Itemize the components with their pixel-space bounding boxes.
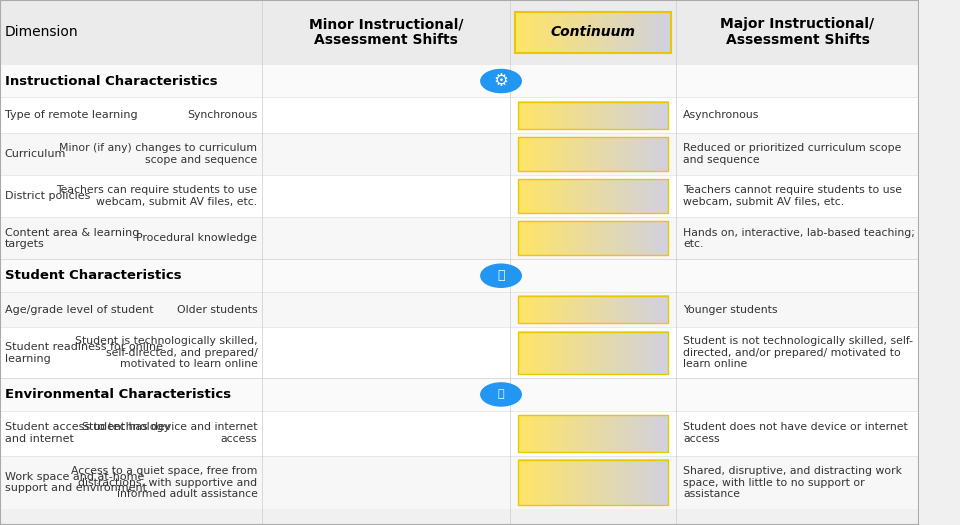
Bar [517,415,668,452]
Text: Reduced or prioritized curriculum scope
and sequence: Reduced or prioritized curriculum scope … [684,143,901,165]
Text: Student does not have device or internet
access: Student does not have device or internet… [684,423,908,444]
FancyBboxPatch shape [0,259,920,292]
Text: Student access to technology
and internet: Student access to technology and interne… [5,423,170,444]
Bar [517,332,668,374]
Text: Student has device and internet
access: Student has device and internet access [82,423,257,444]
Bar [517,222,668,255]
Bar [517,179,668,213]
FancyBboxPatch shape [0,292,920,328]
Text: Synchronous: Synchronous [187,110,257,120]
Bar [517,101,668,129]
Text: Student Characteristics: Student Characteristics [5,269,181,282]
Bar [515,12,671,53]
FancyBboxPatch shape [0,97,920,133]
Text: Major Instructional/
Assessment Shifts: Major Instructional/ Assessment Shifts [720,17,875,47]
Text: Younger students: Younger students [684,305,778,315]
Text: Student is not technologically skilled, self-
directed, and/or prepared/ motivat: Student is not technologically skilled, … [684,336,913,370]
Bar [517,137,668,171]
Text: Work space and at-home
support and environment: Work space and at-home support and envir… [5,472,147,494]
Text: Shared, disruptive, and distracting work
space, with little to no support or
ass: Shared, disruptive, and distracting work… [684,466,902,499]
Text: Instructional Characteristics: Instructional Characteristics [5,75,217,88]
Text: Hands on, interactive, lab-based teaching;
etc.: Hands on, interactive, lab-based teachin… [684,227,915,249]
Text: Procedural knowledge: Procedural knowledge [136,233,257,243]
Text: Student readiness for online
learning: Student readiness for online learning [5,342,162,364]
FancyBboxPatch shape [0,456,920,509]
Bar [517,296,668,323]
Text: Curriculum: Curriculum [5,149,66,159]
Text: Dimension: Dimension [5,25,78,39]
Text: Teachers cannot require students to use
webcam, submit AV files, etc.: Teachers cannot require students to use … [684,185,902,207]
Text: Minor (if any) changes to curriculum
scope and sequence: Minor (if any) changes to curriculum sco… [60,143,257,165]
FancyBboxPatch shape [0,411,920,456]
FancyBboxPatch shape [0,175,920,217]
Text: Access to a quiet space, free from
distractions, with supportive and
informed ad: Access to a quiet space, free from distr… [71,466,257,499]
Text: Student is technologically skilled,
self-directed, and prepared/
motivated to le: Student is technologically skilled, self… [75,336,257,370]
Text: Content area & learning
targets: Content area & learning targets [5,227,139,249]
FancyBboxPatch shape [0,133,920,175]
Text: Asynchronous: Asynchronous [684,110,759,120]
Text: Environmental Characteristics: Environmental Characteristics [5,388,230,401]
Text: 🏠: 🏠 [497,390,504,400]
Text: Type of remote learning: Type of remote learning [5,110,137,120]
Circle shape [481,69,521,92]
Circle shape [481,383,521,406]
FancyBboxPatch shape [0,0,920,65]
Text: 👤: 👤 [497,269,505,282]
FancyBboxPatch shape [0,378,920,411]
FancyBboxPatch shape [0,217,920,259]
Text: ⚙: ⚙ [493,72,509,90]
FancyBboxPatch shape [0,65,920,97]
Text: Older students: Older students [177,305,257,315]
FancyBboxPatch shape [0,328,920,378]
Text: Age/grade level of student: Age/grade level of student [5,305,154,315]
Bar [517,460,668,505]
Text: Minor Instructional/
Assessment Shifts: Minor Instructional/ Assessment Shifts [309,17,464,47]
Text: Continuum: Continuum [550,25,636,39]
Circle shape [481,264,521,287]
Text: Teachers can require students to use
webcam, submit AV files, etc.: Teachers can require students to use web… [57,185,257,207]
Text: District policies: District policies [5,191,90,201]
